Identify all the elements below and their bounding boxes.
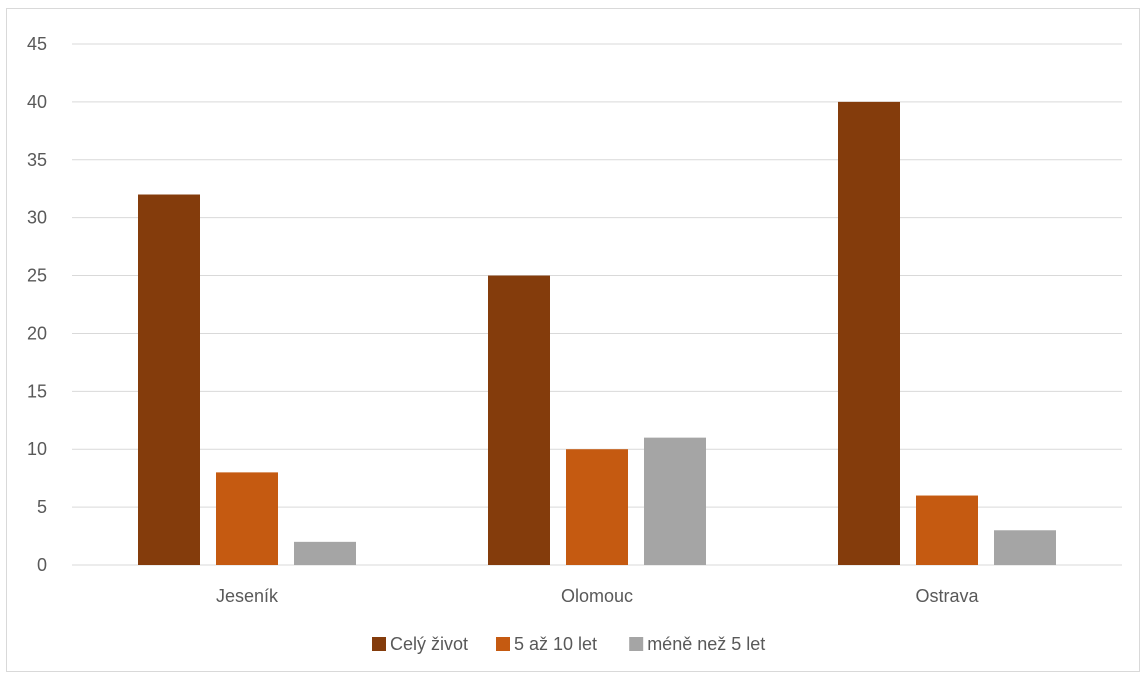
bar-2-1 [216,472,278,565]
bar-3-2 [644,437,706,565]
y-tick-label: 15 [27,381,47,401]
legend: Celý život 5 až 10 let méně než 5 let [372,634,765,654]
y-tick-label: 5 [37,497,47,517]
bar-2-2 [566,449,628,565]
y-axis-ticks: 0 5 10 15 20 25 30 35 40 45 [27,34,47,575]
legend-label: Celý život [390,634,468,654]
bar-1-3 [838,101,900,565]
legend-label: 5 až 10 let [514,634,597,654]
bar-2-3 [916,495,978,565]
y-tick-label: 25 [27,266,47,286]
x-category-label: Jeseník [216,586,279,606]
y-tick-label: 20 [27,323,47,343]
y-tick-label: 45 [27,34,47,54]
bars [138,101,1056,565]
x-category-label: Ostrava [915,586,979,606]
y-tick-label: 40 [27,92,47,112]
y-tick-label: 0 [37,555,47,575]
bar-3-3 [994,530,1056,565]
legend-label: méně než 5 let [647,634,765,654]
bar-1-2 [488,275,550,565]
y-tick-label: 10 [27,439,47,459]
x-axis-categories: Jeseník Olomouc Ostrava [216,586,980,606]
y-tick-label: 35 [27,150,47,170]
legend-swatch [372,637,386,651]
legend-swatch [496,637,510,651]
y-tick-label: 30 [27,208,47,228]
legend-swatch [629,637,644,651]
bar-3-1 [294,541,356,565]
bar-1-1 [138,194,200,565]
x-category-label: Olomouc [561,586,633,606]
